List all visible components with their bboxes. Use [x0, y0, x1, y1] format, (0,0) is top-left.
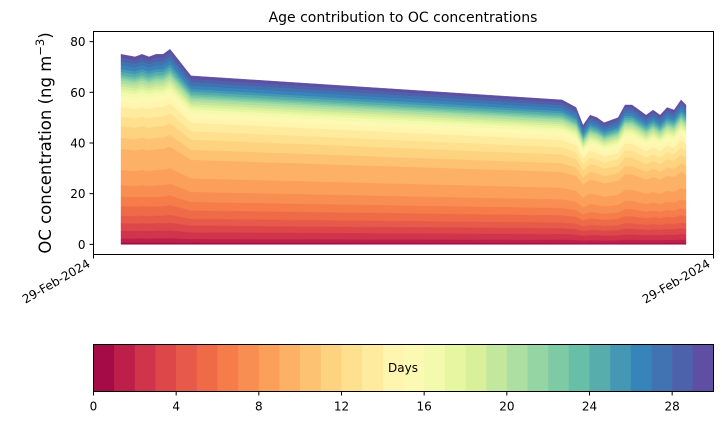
colorbar-segment-day-15 — [403, 344, 425, 392]
colorbar-segment-day-16 — [424, 344, 446, 392]
stacked-area-bands — [120, 48, 687, 245]
y-tick-label: 60 — [70, 86, 85, 100]
colorbar-segment-day-26 — [630, 344, 652, 392]
colorbar-ticks: 0 4 8 12 16 20 24 28 — [90, 391, 680, 414]
colorbar-segment-day-1 — [114, 344, 136, 392]
y-axis: 0 20 40 60 80 — [70, 35, 94, 252]
y-axis-label-close: ) — [36, 32, 55, 38]
chart-title: Age contribution to OC concentrations — [269, 10, 538, 26]
y-axis-label-main: OC concentration (ng m — [36, 56, 55, 254]
area-band-day-0 — [120, 242, 687, 245]
colorbar-segment-day-3 — [155, 344, 177, 392]
colorbar-segment-day-22 — [548, 344, 570, 392]
y-tick-label: 80 — [70, 35, 85, 49]
colorbar-segment-day-5 — [196, 344, 218, 392]
colorbar-label: Days — [388, 361, 418, 375]
colorbar-segment-day-13 — [362, 344, 384, 392]
y-tick-label: 0 — [78, 238, 86, 252]
y-axis-label: OC concentration (ng m−3) — [33, 32, 55, 253]
colorbar-tick-label: 28 — [665, 400, 680, 414]
colorbar-tick-label: 12 — [334, 400, 349, 414]
colorbar-segment-day-27 — [651, 344, 673, 392]
y-axis-label-superscript: −3 — [33, 39, 47, 56]
y-tick-label: 20 — [70, 187, 85, 201]
colorbar-tick-label: 8 — [255, 400, 263, 414]
colorbar-segment-day-28 — [672, 344, 694, 392]
colorbar-frame — [93, 344, 714, 392]
colorbar-segments — [93, 344, 714, 392]
colorbar-segment-day-20 — [506, 344, 528, 392]
x-axis: 29-Feb-2024 29-Feb-2024 — [20, 254, 714, 306]
x-tick-label: 29-Feb-2024 — [20, 256, 93, 306]
colorbar-segment-day-10 — [300, 344, 322, 392]
colorbar-segment-day-24 — [589, 344, 611, 392]
colorbar-segment-day-21 — [527, 344, 549, 392]
colorbar-segment-day-11 — [320, 344, 342, 392]
x-tick-label: 29-Feb-2024 — [640, 256, 713, 306]
colorbar-segment-day-18 — [465, 344, 487, 392]
colorbar-tick-label: 24 — [582, 400, 597, 414]
colorbar-segment-day-2 — [134, 344, 156, 392]
y-tick-label: 40 — [70, 137, 85, 151]
colorbar-segment-day-29 — [692, 344, 714, 392]
colorbar-segment-day-0 — [93, 344, 115, 392]
colorbar-segment-day-23 — [568, 344, 590, 392]
colorbar-segment-day-6 — [217, 344, 239, 392]
colorbar-tick-label: 20 — [499, 400, 514, 414]
colorbar-segment-day-25 — [610, 344, 632, 392]
colorbar-segment-day-17 — [444, 344, 466, 392]
colorbar-segment-day-12 — [341, 344, 363, 392]
colorbar-tick-label: 0 — [90, 400, 98, 414]
colorbar-tick-label: 16 — [417, 400, 432, 414]
colorbar-segment-day-9 — [279, 344, 301, 392]
colorbar-segment-day-4 — [176, 344, 198, 392]
colorbar-segment-day-14 — [382, 344, 404, 392]
colorbar-segment-day-19 — [486, 344, 508, 392]
colorbar-segment-day-8 — [258, 344, 280, 392]
colorbar: Days 0 4 8 12 16 20 24 28 — [90, 344, 714, 414]
colorbar-tick-label: 4 — [172, 400, 180, 414]
colorbar-segment-day-7 — [238, 344, 260, 392]
